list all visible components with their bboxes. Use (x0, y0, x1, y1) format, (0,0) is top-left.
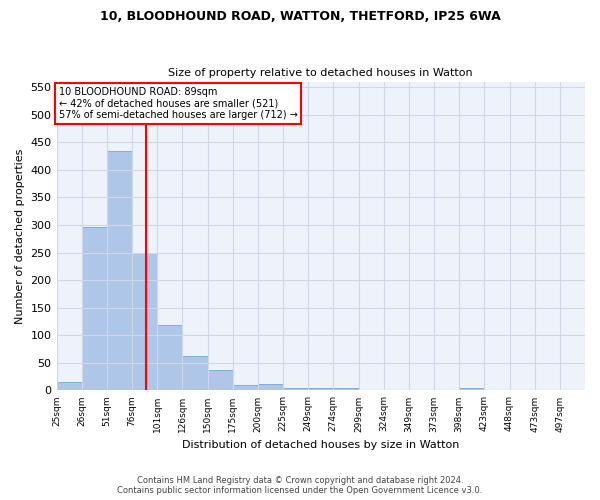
Bar (233, 386, 258, 390)
Bar (459, 388, 484, 390)
Bar (334, 388, 359, 390)
Title: Size of property relative to detached houses in Watton: Size of property relative to detached ho… (169, 68, 473, 78)
Bar (56, 382, 82, 390)
Bar (107, 150, 132, 390)
Bar (182, 356, 208, 390)
Y-axis label: Number of detached properties: Number of detached properties (15, 148, 25, 324)
Bar (283, 388, 308, 390)
Bar (157, 326, 182, 390)
Text: Contains HM Land Registry data © Crown copyright and database right 2024.
Contai: Contains HM Land Registry data © Crown c… (118, 476, 482, 495)
Bar (208, 370, 233, 390)
Bar (308, 388, 334, 390)
X-axis label: Distribution of detached houses by size in Watton: Distribution of detached houses by size … (182, 440, 460, 450)
Text: 10, BLOODHOUND ROAD, WATTON, THETFORD, IP25 6WA: 10, BLOODHOUND ROAD, WATTON, THETFORD, I… (100, 10, 500, 23)
Bar (258, 384, 283, 390)
Bar (132, 252, 157, 390)
Bar (82, 226, 107, 390)
Text: 10 BLOODHOUND ROAD: 89sqm
← 42% of detached houses are smaller (521)
57% of semi: 10 BLOODHOUND ROAD: 89sqm ← 42% of detac… (59, 87, 298, 120)
